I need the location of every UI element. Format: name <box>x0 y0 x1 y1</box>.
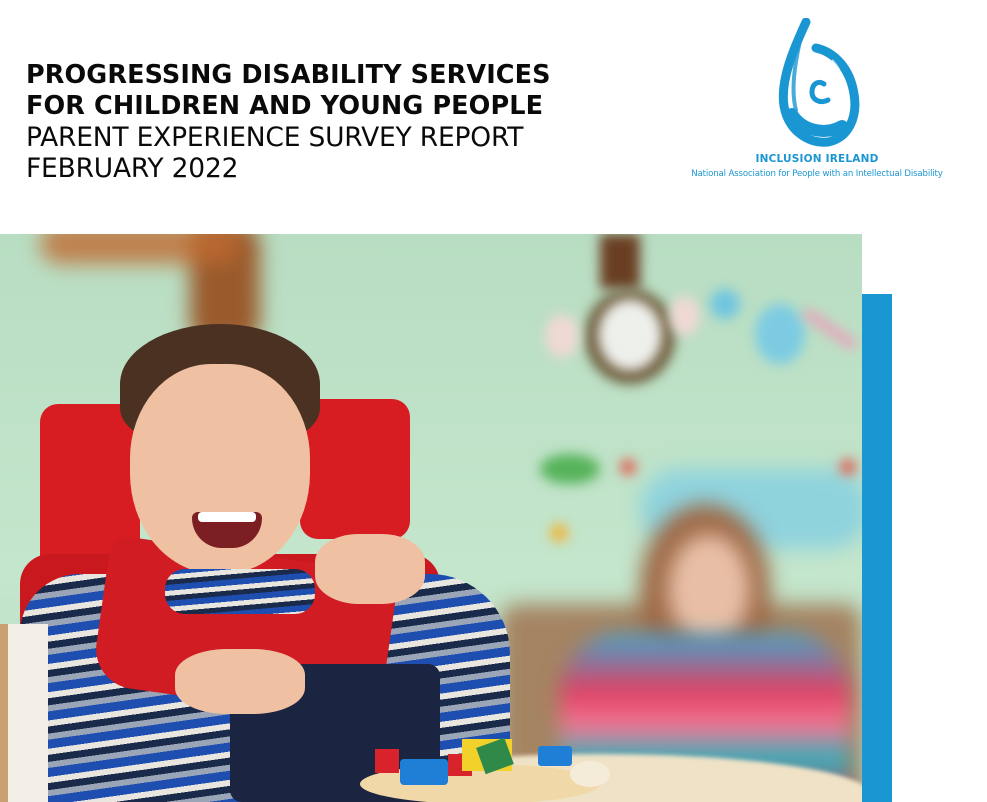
logo-organisation-name: INCLUSION IRELAND <box>755 153 879 165</box>
inclusion-ireland-swirl-icon <box>778 18 860 147</box>
report-title-line-2: FOR CHILDREN AND YOUNG PEOPLE <box>26 91 544 121</box>
logo-tagline: National Association for People with an … <box>691 169 943 179</box>
inclusion-ireland-logo: INCLUSION IRELAND National Association f… <box>672 18 962 188</box>
report-subtitle: PARENT EXPERIENCE SURVEY REPORT <box>26 122 524 153</box>
cover-photo <box>0 234 862 802</box>
report-title-block: PROGRESSING DISABILITY SERVICES FOR CHIL… <box>26 60 551 184</box>
report-date: FEBRUARY 2022 <box>26 153 239 184</box>
brand-accent-bar <box>862 294 892 802</box>
report-title-line-1: PROGRESSING DISABILITY SERVICES <box>26 60 551 90</box>
